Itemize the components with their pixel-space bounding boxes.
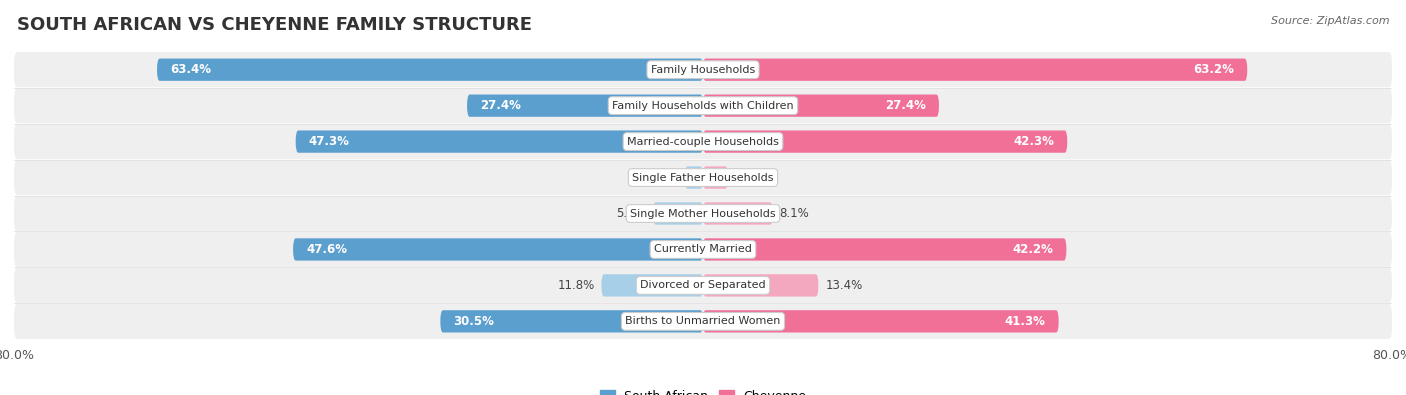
FancyBboxPatch shape [703,274,818,297]
Legend: South African, Cheyenne: South African, Cheyenne [599,389,807,395]
Text: Births to Unmarried Women: Births to Unmarried Women [626,316,780,326]
FancyBboxPatch shape [14,304,1392,339]
Text: SOUTH AFRICAN VS CHEYENNE FAMILY STRUCTURE: SOUTH AFRICAN VS CHEYENNE FAMILY STRUCTU… [17,16,531,34]
FancyBboxPatch shape [157,58,703,81]
Text: Family Households: Family Households [651,65,755,75]
Text: 47.3%: 47.3% [308,135,350,148]
FancyBboxPatch shape [602,274,703,297]
Text: 2.9%: 2.9% [735,171,765,184]
FancyBboxPatch shape [703,58,1247,81]
Text: 41.3%: 41.3% [1005,315,1046,328]
Text: 5.8%: 5.8% [617,207,647,220]
FancyBboxPatch shape [14,160,1392,195]
Text: 11.8%: 11.8% [557,279,595,292]
FancyBboxPatch shape [703,130,1067,153]
Text: 27.4%: 27.4% [886,99,927,112]
FancyBboxPatch shape [703,310,1059,333]
Text: Source: ZipAtlas.com: Source: ZipAtlas.com [1271,16,1389,26]
FancyBboxPatch shape [703,166,728,189]
FancyBboxPatch shape [14,232,1392,267]
Text: 42.3%: 42.3% [1014,135,1054,148]
FancyBboxPatch shape [295,130,703,153]
FancyBboxPatch shape [292,238,703,261]
FancyBboxPatch shape [14,52,1392,87]
FancyBboxPatch shape [467,94,703,117]
FancyBboxPatch shape [14,268,1392,303]
FancyBboxPatch shape [14,124,1392,159]
Text: 8.1%: 8.1% [780,207,810,220]
Text: 47.6%: 47.6% [307,243,347,256]
FancyBboxPatch shape [14,196,1392,231]
Text: 2.1%: 2.1% [648,171,678,184]
FancyBboxPatch shape [703,238,1066,261]
FancyBboxPatch shape [440,310,703,333]
Text: Divorced or Separated: Divorced or Separated [640,280,766,290]
Text: 27.4%: 27.4% [479,99,520,112]
Text: Family Households with Children: Family Households with Children [612,101,794,111]
Text: Currently Married: Currently Married [654,245,752,254]
Text: 13.4%: 13.4% [825,279,862,292]
Text: Single Father Households: Single Father Households [633,173,773,182]
FancyBboxPatch shape [685,166,703,189]
FancyBboxPatch shape [703,202,773,225]
Text: Single Mother Households: Single Mother Households [630,209,776,218]
Text: 30.5%: 30.5% [453,315,494,328]
FancyBboxPatch shape [703,94,939,117]
Text: 63.4%: 63.4% [170,63,211,76]
FancyBboxPatch shape [652,202,703,225]
Text: 63.2%: 63.2% [1194,63,1234,76]
Text: 42.2%: 42.2% [1012,243,1053,256]
FancyBboxPatch shape [14,88,1392,123]
Text: Married-couple Households: Married-couple Households [627,137,779,147]
